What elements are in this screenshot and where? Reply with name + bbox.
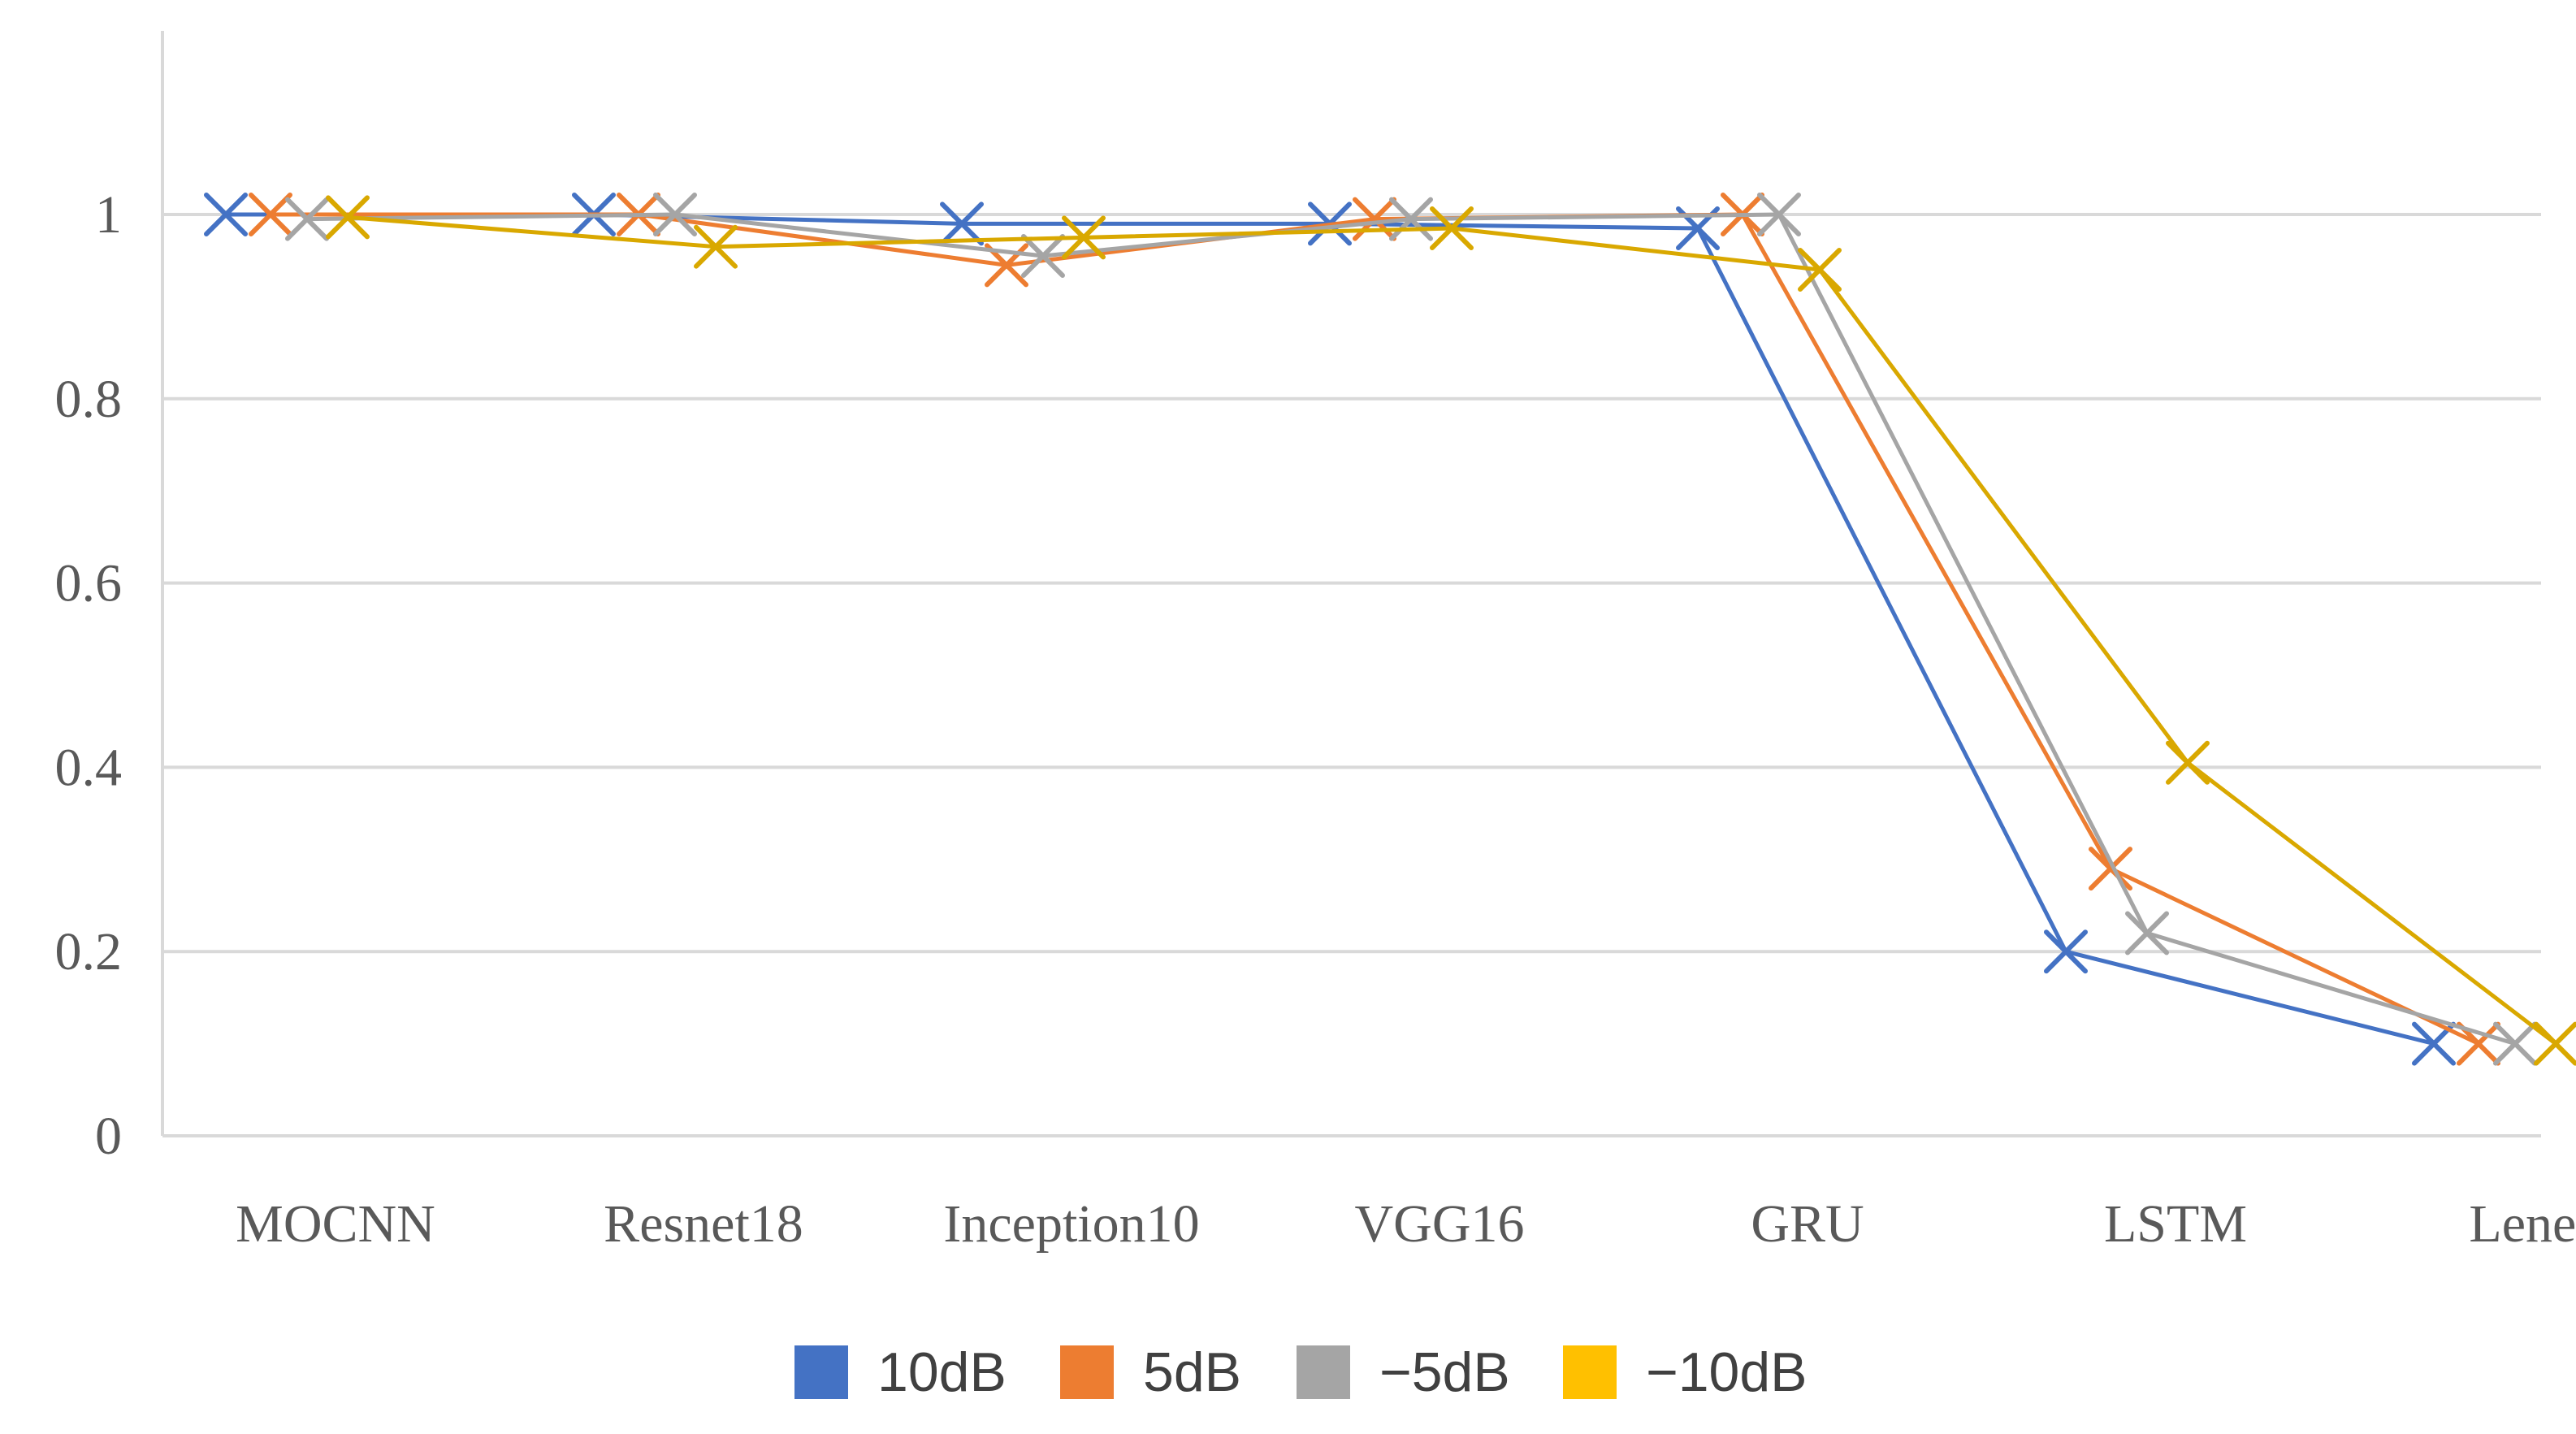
data-point-marker [2044,929,2088,974]
legend-label: 10dB [877,1341,1007,1403]
data-point-marker [285,197,329,241]
legend-swatch [1563,1345,1617,1399]
x-tick-label: Lenet5 [2469,1194,2576,1254]
axes [161,31,2541,1137]
x-tick-label: MOCNN [236,1194,435,1254]
legend-swatch [1297,1345,1350,1399]
series-line [271,212,2480,1046]
gridlines [162,213,2541,954]
data-point-marker [2089,847,2132,891]
data-point-marker [2534,1021,2576,1066]
data-point-marker [2166,740,2210,785]
data-point-marker [653,193,697,236]
legend-label: −10dB [1646,1341,1808,1403]
legend: 10dB 5dB −5dB −10dB [794,1341,1808,1403]
data-point-marker [204,193,248,236]
y-tick-labels: 0 0.2 0.4 0.6 0.8 1 [55,185,123,1166]
y-tick-label: 0.6 [55,554,123,613]
series-1 [249,193,2500,1066]
data-point-marker [2125,911,2169,955]
legend-item-2: −5dB [1297,1341,1510,1403]
x-tick-label: LSTM [2104,1194,2247,1254]
data-point-marker [1757,193,1801,236]
legend-item-0: 10dB [794,1341,1007,1403]
legend-label: 5dB [1143,1341,1241,1403]
x-tick-label: Resnet18 [604,1194,803,1254]
x-tick-label: Inception10 [943,1194,1199,1254]
data-point-marker [1798,248,1842,292]
series-line [226,212,2435,1046]
data-point-marker [940,201,984,246]
y-tick-label: 0.2 [55,922,123,981]
data-point-marker [326,195,370,240]
x-tick-labels: MOCNN Resnet18 Inception10 VGG16 GRU LSTM Lene… [236,1194,2576,1254]
data-point-marker [2493,1021,2537,1066]
series-3 [326,195,2576,1066]
data-point-marker [1389,197,1433,241]
legend-swatch [794,1345,848,1399]
series-2 [285,193,2537,1066]
data-point-marker [1430,206,1474,251]
x-tick-label: GRU [1751,1194,1864,1254]
legend-label: −5dB [1379,1341,1510,1403]
y-tick-label: 1 [95,185,122,245]
data-point-marker [249,193,292,236]
data-point-marker [1021,234,1065,279]
legend-item-3: −10dB [1563,1341,1808,1403]
series-lines [204,193,2576,1066]
y-tick-label: 0.8 [55,370,123,429]
y-tick-label: 0 [95,1107,122,1166]
legend-swatch [1060,1345,1114,1399]
y-tick-label: 0.4 [55,738,123,797]
series-line [347,214,2557,1046]
legend-item-1: 5dB [1060,1341,1241,1403]
series-line [306,212,2516,1046]
x-tick-label: VGG16 [1355,1194,1525,1254]
data-point-marker [1062,215,1106,260]
data-point-marker [694,224,738,269]
series-0 [204,193,2456,1066]
